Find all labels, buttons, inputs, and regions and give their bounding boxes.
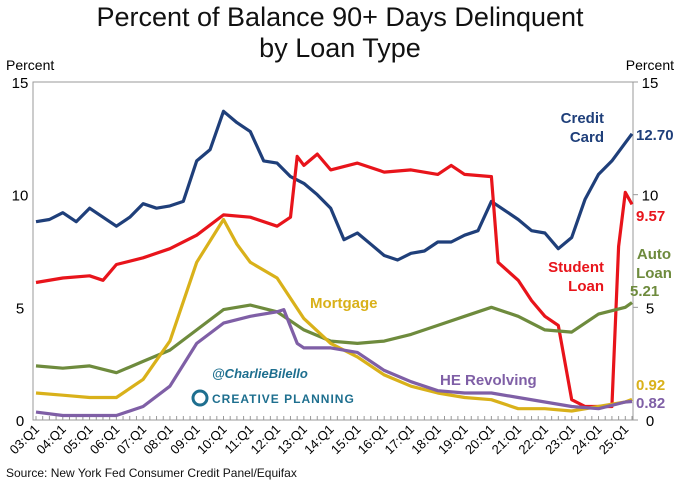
y-tick-right: 10 xyxy=(642,188,659,205)
x-tick-label: 23:Q1 xyxy=(542,422,578,458)
plot-frame xyxy=(32,81,634,421)
x-tick-label: 16:Q1 xyxy=(355,422,391,458)
x-tick-label: 03:Q1 xyxy=(6,422,42,458)
y-tick-left: 5 xyxy=(16,300,24,317)
series-label: Mortgage xyxy=(310,295,378,312)
x-tick-label: 25:Q1 xyxy=(596,422,632,458)
end-value-label: 9.57 xyxy=(636,208,665,225)
end-value-label: 5.21 xyxy=(630,283,659,300)
series-line-auto-loan xyxy=(35,301,633,375)
x-tick-label: 24:Q1 xyxy=(569,422,605,458)
series-line-credit-card xyxy=(35,109,634,262)
series-label: Loan xyxy=(636,265,672,282)
source-note: Source: New York Fed Consumer Credit Pan… xyxy=(6,466,297,480)
x-tick-label: 21:Q1 xyxy=(489,422,525,458)
x-tick-label: 13:Q1 xyxy=(274,422,310,458)
end-value-label: 12.70 xyxy=(636,127,674,144)
x-tick-label: 22:Q1 xyxy=(515,422,551,458)
logo-mark xyxy=(191,389,209,407)
chart-subtitle: by Loan Type xyxy=(259,33,421,63)
y-tick-left: 0 xyxy=(16,413,24,430)
x-tick-label: 14:Q1 xyxy=(301,422,337,458)
series-line-he-revolving xyxy=(35,308,633,418)
x-tick-label: 04:Q1 xyxy=(33,422,69,458)
x-tick-label: 08:Q1 xyxy=(140,422,176,458)
end-value-label: 0.82 xyxy=(636,395,665,412)
x-tick-label: 07:Q1 xyxy=(114,422,150,458)
series-label: Card xyxy=(570,129,604,146)
series-line-student-loan xyxy=(35,152,634,409)
y-axis-label-right: Percent xyxy=(626,57,674,73)
x-tick-label: 05:Q1 xyxy=(60,422,96,458)
y-tick-left: 15 xyxy=(12,75,29,92)
logo-text: CREATIVE PLANNING xyxy=(212,392,355,406)
x-tick-label: 10:Q1 xyxy=(194,422,230,458)
series-label: Student xyxy=(548,259,604,276)
watermark: @CharlieBilello xyxy=(212,366,308,381)
series-line-mortgage xyxy=(35,217,633,413)
x-tick-label: 18:Q1 xyxy=(408,422,444,458)
series-label: HE Revolving xyxy=(440,372,537,389)
x-tick-label: 09:Q1 xyxy=(167,422,203,458)
y-tick-right: 5 xyxy=(646,300,654,317)
y-tick-right: 0 xyxy=(646,413,654,430)
series-label: Loan xyxy=(568,278,604,295)
x-tick-label: 17:Q1 xyxy=(381,422,417,458)
x-tick-label: 20:Q1 xyxy=(462,422,498,458)
chart-title: Percent of Balance 90+ Days Delinquent xyxy=(96,2,584,32)
x-tick-label: 19:Q1 xyxy=(435,422,471,458)
y-tick-right: 15 xyxy=(642,75,659,92)
series-label: Credit xyxy=(561,110,604,127)
end-value-label: 0.92 xyxy=(636,377,665,394)
x-tick-label: 06:Q1 xyxy=(87,422,123,458)
x-tick-label: 15:Q1 xyxy=(328,422,364,458)
series-label: Auto xyxy=(637,246,671,263)
y-tick-left: 10 xyxy=(12,188,29,205)
x-tick-label: 12:Q1 xyxy=(248,422,284,458)
y-axis-label-left: Percent xyxy=(6,57,54,73)
